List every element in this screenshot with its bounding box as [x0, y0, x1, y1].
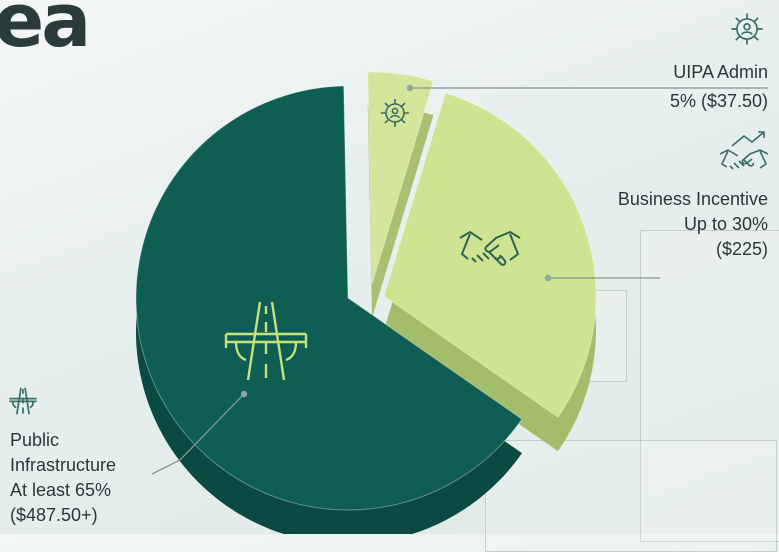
gear-person-icon	[728, 10, 766, 48]
callout-amount: ($487.50+)	[10, 505, 98, 525]
pie-chart	[135, 71, 768, 534]
background-panel	[640, 230, 779, 542]
pie-slice-business	[383, 92, 597, 418]
callout-value: 5% ($37.50)	[669, 91, 768, 111]
heading-fragment: ea	[0, 0, 91, 64]
handshake-icon	[458, 228, 522, 272]
leader-dot-admin	[406, 84, 414, 92]
background-panel	[485, 440, 777, 552]
leader-line-infra	[151, 393, 245, 475]
callout-title: UIPA Admin	[673, 62, 768, 82]
callout-title: Business Incentive	[617, 189, 768, 209]
pie-slice-admin	[367, 71, 435, 285]
callout-value: Up to 30%	[683, 214, 768, 234]
handshake-chart-icon	[718, 130, 770, 174]
leader-dot-business	[544, 274, 552, 282]
callout-uipa-admin: UIPA Admin 5% ($37.50)	[670, 60, 768, 114]
highway-icon	[8, 386, 38, 416]
leader-dot-infra	[240, 390, 248, 398]
pie-slice-infra	[135, 85, 523, 511]
callout-public-infrastructure: Public Infrastructure At least 65% ($487…	[10, 428, 116, 528]
highway-icon	[222, 298, 310, 384]
callout-business-incentive: Business Incentive Up to 30% ($225)	[618, 187, 768, 262]
callout-title: Public	[10, 430, 60, 450]
callout-value: At least 65%	[10, 480, 112, 500]
callout-amount: ($225)	[715, 239, 768, 259]
gear-person-icon	[378, 96, 412, 130]
callout-title: Infrastructure	[10, 455, 117, 475]
